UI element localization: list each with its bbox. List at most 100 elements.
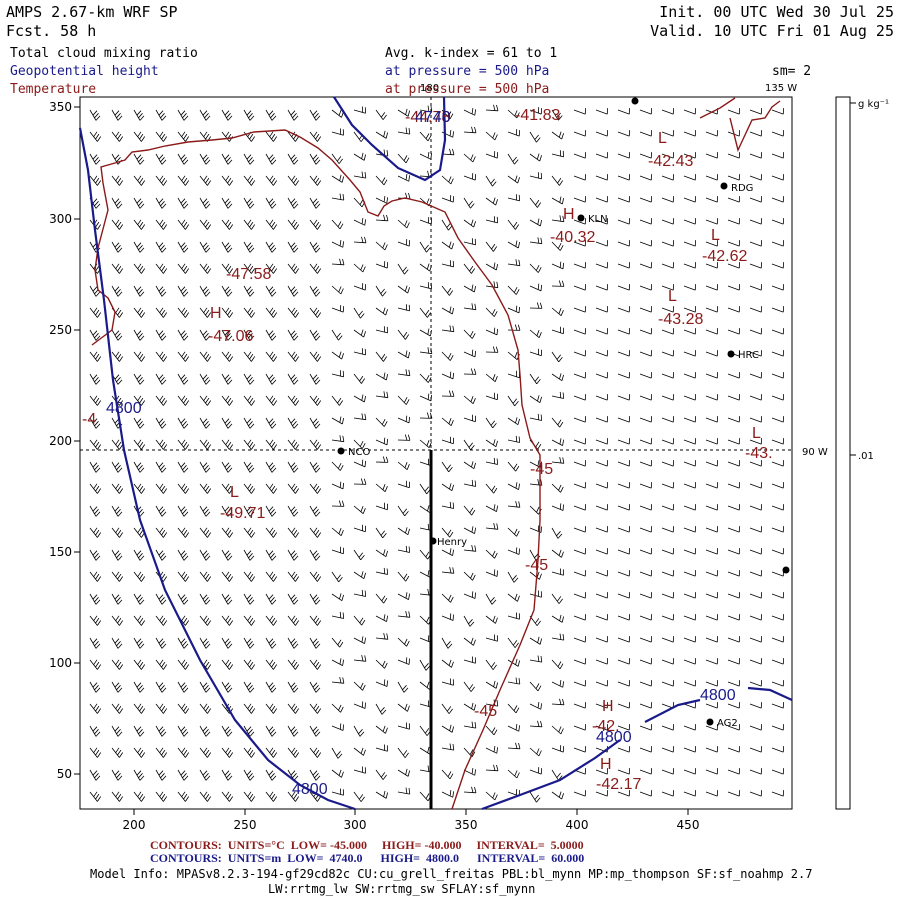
wind-barb — [309, 175, 322, 186]
wind-barb — [331, 239, 344, 248]
wind-barb — [727, 790, 740, 797]
station-label: KLN — [588, 214, 608, 225]
wind-barb — [375, 214, 389, 222]
wind-barb — [683, 746, 696, 753]
wind-barb — [441, 659, 454, 668]
wind-barb — [133, 219, 146, 230]
wind-barb — [155, 285, 167, 297]
wind-barb — [683, 350, 696, 357]
wind-barb — [749, 108, 762, 115]
wind-barb — [133, 769, 145, 781]
wind-barb — [243, 241, 255, 253]
wind-barb — [221, 769, 233, 781]
wind-barb — [199, 703, 212, 714]
wind-barb — [331, 435, 345, 443]
wind-barb — [463, 545, 477, 552]
wind-barb — [771, 724, 784, 731]
wind-barb — [133, 461, 145, 473]
wind-barb — [133, 527, 146, 538]
wind-barb — [133, 153, 145, 165]
wind-barb — [177, 461, 189, 473]
colorbar-unit: g kg⁻¹ — [858, 99, 889, 110]
wind-barb — [309, 769, 321, 781]
wind-barb — [749, 174, 762, 181]
wind-barb — [331, 747, 343, 759]
wind-barb — [529, 636, 542, 645]
field-name-height: Geopotential height — [10, 64, 159, 79]
wind-barb — [551, 241, 564, 251]
wind-barb — [639, 702, 652, 709]
wind-barb — [111, 329, 123, 341]
wind-barb — [595, 394, 608, 401]
wind-barb — [221, 241, 233, 253]
wind-barb — [507, 637, 519, 648]
wind-barb — [397, 263, 409, 275]
wind-barb — [375, 790, 388, 799]
wind-barb — [463, 197, 475, 209]
wind-barb — [617, 108, 630, 115]
wind-barb — [771, 262, 784, 269]
wind-barb — [441, 390, 455, 397]
wind-barb — [397, 395, 410, 405]
wind-barb — [485, 615, 498, 624]
wind-barb — [265, 263, 278, 274]
wind-barb — [705, 592, 718, 599]
wind-barb — [463, 615, 475, 627]
wind-barb — [683, 482, 696, 489]
wind-barb — [661, 174, 674, 181]
wind-barb — [309, 483, 322, 494]
wind-barb — [705, 768, 718, 775]
wind-barb — [573, 438, 586, 445]
wind-barb — [331, 658, 344, 666]
wind-barb — [199, 615, 212, 626]
wind-barb — [771, 394, 784, 401]
field-name-temperature: Temperature — [10, 82, 96, 97]
wind-barb — [727, 196, 740, 203]
temp-label: -41.83 — [515, 107, 560, 124]
wind-barb — [661, 218, 674, 225]
wind-barb — [727, 746, 740, 753]
wind-barb — [375, 351, 388, 362]
wind-barb — [463, 637, 476, 646]
wind-barb — [177, 219, 190, 230]
wind-barb — [485, 745, 498, 754]
wind-barb — [573, 592, 586, 599]
wind-barb — [683, 130, 696, 137]
wind-barb — [265, 197, 277, 209]
wind-barb — [551, 391, 565, 399]
x-tick-label: 450 — [677, 818, 700, 832]
meridian-90w-label: 90 W — [802, 447, 828, 458]
wind-barb — [309, 571, 322, 582]
wind-barb — [177, 285, 189, 297]
wind-barb — [177, 527, 190, 538]
wind-barb — [507, 219, 520, 230]
wind-barb — [749, 636, 762, 643]
wind-barb — [683, 658, 696, 665]
wind-barb — [331, 788, 344, 796]
high-marker: H — [602, 698, 614, 715]
wind-barb — [595, 548, 608, 555]
wind-barb — [155, 615, 168, 626]
wind-barb — [331, 703, 344, 713]
wind-barb — [573, 328, 586, 335]
wind-barb — [683, 548, 696, 555]
wind-barb — [133, 483, 146, 494]
wind-barb — [705, 526, 718, 533]
wind-barb — [221, 593, 233, 605]
wind-barb — [111, 373, 123, 385]
wind-barb — [353, 348, 366, 356]
wind-barb — [507, 324, 521, 331]
wind-barb — [199, 395, 212, 406]
wind-barb — [749, 394, 762, 401]
model-info-1: Model Info: MPASv8.2.3-194-gf29cd82c CU:… — [90, 867, 812, 881]
wind-barb — [727, 570, 740, 577]
wind-barb — [287, 725, 299, 737]
wind-barb — [705, 152, 718, 159]
wind-barb — [463, 747, 476, 758]
wind-barb — [243, 615, 256, 626]
wind-barb — [661, 592, 674, 599]
wind-barb — [617, 702, 630, 709]
wind-barb — [199, 109, 211, 121]
wind-barb — [397, 329, 410, 340]
wind-barb — [155, 637, 167, 649]
